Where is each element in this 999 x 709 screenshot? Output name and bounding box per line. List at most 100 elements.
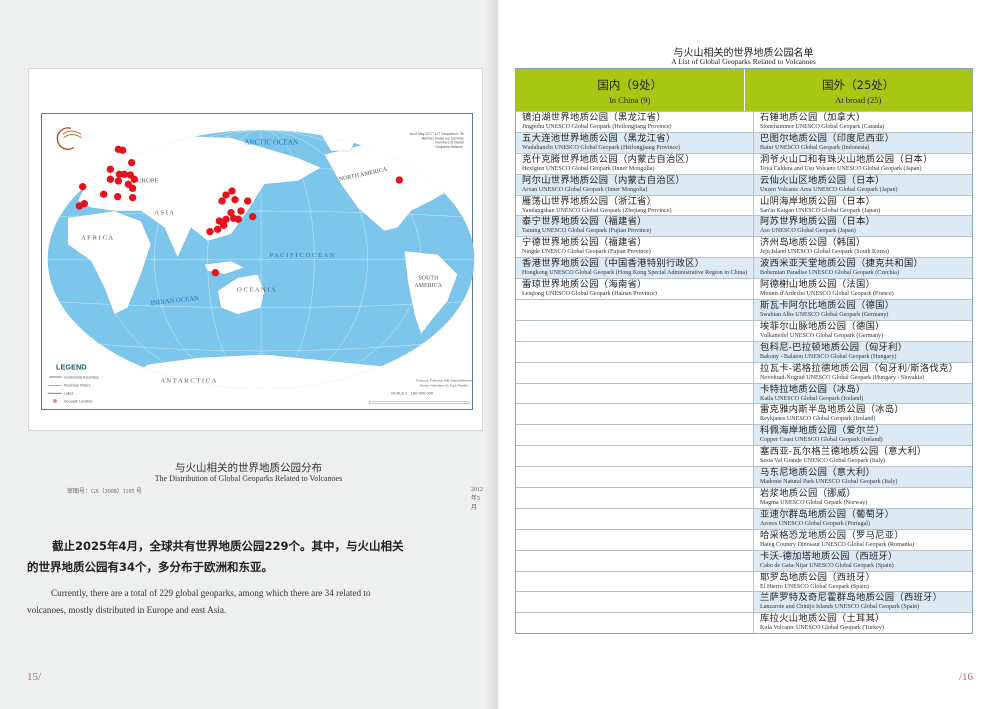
abroad-geopark-en: Batur UNESCO Global Geopark (Indonesia) bbox=[760, 144, 870, 151]
abroad-geopark-en: Toya Caldera and Usu Volcano UNESCO Glob… bbox=[760, 165, 922, 172]
abroad-cell: 亚速尔群岛地质公园（葡萄牙） Azores UNESCO Global Geopa… bbox=[754, 508, 972, 529]
abroad-geopark-en: Novohrad-Nograd UNESCO Global Geopark (H… bbox=[760, 374, 925, 381]
page-number-right: /16 bbox=[959, 671, 974, 683]
geopark-marker bbox=[234, 215, 242, 223]
abroad-geopark-en: Vulkaneifel UNESCO Global Geopark (Germa… bbox=[760, 332, 884, 339]
page-number-left: 15/ bbox=[27, 671, 42, 683]
header-china-zh: 国内（9处） bbox=[597, 78, 663, 92]
china-cell: 五大连池世界地质公园（黑龙江省） Wudalianchi UNESCO Globa… bbox=[516, 132, 754, 153]
geopark-marker bbox=[114, 177, 122, 185]
abroad-cell: 洞爷火山口和有珠火山地质公园（日本） Toya Caldera and Usu V… bbox=[754, 154, 972, 174]
label-europe: EUROPE bbox=[133, 178, 159, 185]
note-line: As of May 2017, 127 Geoparks in 35 bbox=[410, 132, 464, 136]
abroad-geopark-zh: 雷克雅内斯半岛地质公园（冰岛） bbox=[760, 405, 904, 416]
abroad-geopark-en: El Hierro UNESCO Global Geopark (Spain) bbox=[760, 583, 869, 590]
china-cell bbox=[516, 550, 754, 571]
label-south-america-1: SOUTH bbox=[418, 275, 439, 281]
table-row: 镜泊湖世界地质公园（黑龙江省） Jingpohu UNESCO Global Ge… bbox=[516, 111, 972, 132]
abroad-cell: 拉瓦卡-诺格拉德地质公园（匈牙利/斯洛伐克） Novohrad-Nograd UN… bbox=[754, 363, 972, 383]
abroad-geopark-zh: 云仙火山区地质公园（日本） bbox=[760, 175, 885, 186]
abroad-cell: 包科尼-巴拉顿地质公园（匈牙利） Bakony - Balaton UNESCO … bbox=[754, 341, 972, 362]
abroad-cell: 耶罗岛地质公园（西班牙） El Hierro UNESCO Global Geop… bbox=[754, 572, 972, 592]
abroad-cell: 斯瓦卡阿尔比地质公园（德国） Swabian Albs UNESCO Global… bbox=[754, 300, 972, 320]
geopark-marker bbox=[80, 200, 88, 208]
left-page: ARCTIC OCEAN NORTH AMERICA EUROPE A S I … bbox=[0, 0, 497, 709]
abroad-cell: 云仙火山区地质公园（日本） Unzen Volcanic Area UNESCO … bbox=[754, 174, 972, 195]
note-line: members of Global bbox=[436, 141, 464, 145]
abroad-geopark-en: Swabian Albs UNESCO Global Geopark (Germ… bbox=[760, 312, 889, 319]
geopark-marker bbox=[211, 269, 219, 277]
world-map: ARCTIC OCEAN NORTH AMERICA EUROPE A S I … bbox=[47, 127, 475, 404]
header-abroad-en: At broad (25) bbox=[835, 95, 882, 105]
china-geopark-zh: 镜泊湖世界地质公园（黑龙江省） bbox=[522, 113, 666, 123]
abroad-cell: 科佩海岸地质公园（爱尔兰） Copper Coast UNESCO Global … bbox=[754, 425, 972, 446]
abroad-geopark-zh: 石锤地质公园（加拿大） bbox=[760, 113, 866, 123]
abroad-cell: 济州岛地质公园（韩国） Jeju Island UNESCO Global Geo… bbox=[754, 237, 972, 257]
abroad-geopark-en: Bohemian Paradise UNESCO Global Geopark … bbox=[760, 270, 899, 277]
table-row: 克什克腾世界地质公园（内蒙古自治区） Hexigten UNESCO Global… bbox=[516, 152, 972, 174]
abroad-cell: 阿德榭山地质公园（法国） Mounts d'Ardeche UNESCO Glob… bbox=[754, 279, 972, 299]
abroad-cell: 岩浆地质公园（挪威） Magma UNESCO Global Gepark (No… bbox=[754, 488, 972, 508]
china-geopark-zh: 雁荡山世界地质公园（浙江省） bbox=[522, 196, 657, 207]
abroad-cell: 塞西亚-瓦尔格兰德地质公园（意大利） Sesia Val Grande UNESC… bbox=[754, 446, 972, 466]
abroad-geopark-zh: 波西米亚天堂地质公园（捷克共和国） bbox=[760, 259, 924, 270]
abroad-cell: 雷克雅内斯半岛地质公园（冰岛） Reykjanes UNESCO Global G… bbox=[754, 404, 972, 424]
geopark-marker bbox=[214, 225, 222, 233]
geopark-marker bbox=[222, 215, 230, 223]
abroad-geopark-zh: 卡沃-德加塔地质公园（西班牙） bbox=[760, 551, 898, 562]
projection-note: Division Meridians On Each Parallel bbox=[420, 383, 468, 387]
label-asia: A S I A bbox=[154, 209, 174, 216]
geopark-marker bbox=[120, 170, 128, 178]
china-geopark-zh: 香港世界地质公园（中国香港特别行政区） bbox=[522, 259, 705, 270]
legend-item: Perennial Rivers bbox=[64, 384, 91, 388]
header-china-en: In China (9) bbox=[608, 95, 651, 105]
table-row: 兰萨罗特及奇尼霍群岛地质公园（西班牙） Lanzarote and Chinijo… bbox=[516, 591, 972, 613]
label-south-america-2: AMERICA bbox=[414, 283, 442, 289]
china-cell bbox=[516, 425, 754, 446]
china-geopark-en: Jingpohu UNESCO Global Geopark (Heilongj… bbox=[522, 124, 672, 130]
table-row: 亚速尔群岛地质公园（葡萄牙） Azores UNESCO Global Geopa… bbox=[516, 507, 972, 529]
table-row: 库拉火山地质公园（土耳其） Kula Volcanic UNESCO Global… bbox=[516, 612, 972, 634]
table-row: 科佩海岸地质公园（爱尔兰） Copper Coast UNESCO Global … bbox=[516, 424, 972, 446]
china-cell bbox=[516, 341, 754, 362]
table-title-en: A List of Global Geoparks Related to Vol… bbox=[671, 57, 816, 66]
abroad-geopark-en: Katla UNESCO Global Geopark (Iceland) bbox=[760, 395, 864, 402]
abroad-geopark-zh: 济州岛地质公园（韩国） bbox=[760, 238, 866, 249]
scale-text: SCALE 1 : 180 000 000 bbox=[391, 390, 434, 395]
geopark-marker bbox=[220, 221, 228, 229]
abroad-geopark-en: Azores UNESCO Global Geopark (Portugal) bbox=[760, 520, 871, 527]
label-pacific-ocean: P A C I F I C O C E A N bbox=[269, 252, 334, 259]
abroad-geopark-en: Mounts d'Ardeche UNESCO Global Geopark (… bbox=[760, 291, 894, 298]
abroad-geopark-en: Kula Volcanic UNESCO Global Geopark (Tur… bbox=[760, 625, 884, 632]
geopark-marker bbox=[249, 213, 257, 221]
table-row: 拉瓦卡-诺格拉德地质公园（匈牙利/斯洛伐克） Novohrad-Nograd UN… bbox=[516, 361, 972, 383]
abroad-geopark-zh: 塞西亚-瓦尔格兰德地质公园（意大利） bbox=[760, 447, 927, 458]
table-row: 雷琼世界地质公园（海南省） Leiqiong UNESCO Global Geop… bbox=[516, 278, 972, 300]
geopark-marker bbox=[79, 183, 87, 191]
table-row: 马东尼地质公园（意大利） Madonie Natural Park UNESCO … bbox=[516, 466, 972, 488]
table-row: 雷克雅内斯半岛地质公园（冰岛） Reykjanes UNESCO Global G… bbox=[516, 403, 972, 425]
china-cell bbox=[516, 404, 754, 425]
scale-bar bbox=[369, 401, 470, 404]
map-legend: LEGEND Continental Boundary Perennial Ri… bbox=[47, 362, 99, 403]
table-row: 斯瓦卡阿尔比地质公园（德国） Swabian Albs UNESCO Global… bbox=[516, 299, 972, 320]
table-row: 五大连池世界地质公园（黑龙江省） Wudalianchi UNESCO Globa… bbox=[516, 131, 972, 153]
map-review-number: 审图号：GS（2008）1195 号 bbox=[67, 489, 142, 495]
legend-item: Lakes bbox=[64, 392, 74, 396]
table-header: 国内（9处） In China (9) 国外（25处） At broad (25… bbox=[516, 69, 972, 111]
table-row: 泰宁世界地质公园（福建省） Taining UNESCO Global Geopa… bbox=[516, 215, 972, 237]
abroad-geopark-zh: 兰萨罗特及奇尼霍群岛地质公园（西班牙） bbox=[760, 593, 943, 604]
map-caption-en: The Distribution of Global Geoparks Rela… bbox=[154, 474, 343, 483]
table-row: 卡沃-德加塔地质公园（西班牙） Cabo de Gata-Nijar UNESCO… bbox=[516, 549, 972, 571]
abroad-cell: 兰萨罗特及奇尼霍群岛地质公园（西班牙） Lanzarote and Chinijo… bbox=[754, 592, 972, 613]
note-line: Member States are currently bbox=[422, 136, 464, 140]
header-abroad: 国外（25处） At broad (25) bbox=[745, 69, 973, 111]
geopark-marker bbox=[106, 165, 114, 173]
summary-paragraph-zh: 截止2025年4月，全球共有世界地质公园229个。其中，与火山相关的世界地质公园… bbox=[27, 539, 404, 574]
abroad-geopark-en: Madonie Natural Park UNESCO Global Geopa… bbox=[760, 479, 898, 486]
geopark-marker bbox=[228, 187, 236, 195]
china-cell bbox=[516, 362, 754, 383]
table-body: 镜泊湖世界地质公园（黑龙江省） Jingpohu UNESCO Global Ge… bbox=[516, 111, 972, 634]
abroad-geopark-en: Lanzarote and Chinijo Islands UNESCO Glo… bbox=[760, 604, 920, 611]
china-geopark-en: Wudalianchi UNESCO Global Geopark (Heilo… bbox=[522, 144, 680, 151]
